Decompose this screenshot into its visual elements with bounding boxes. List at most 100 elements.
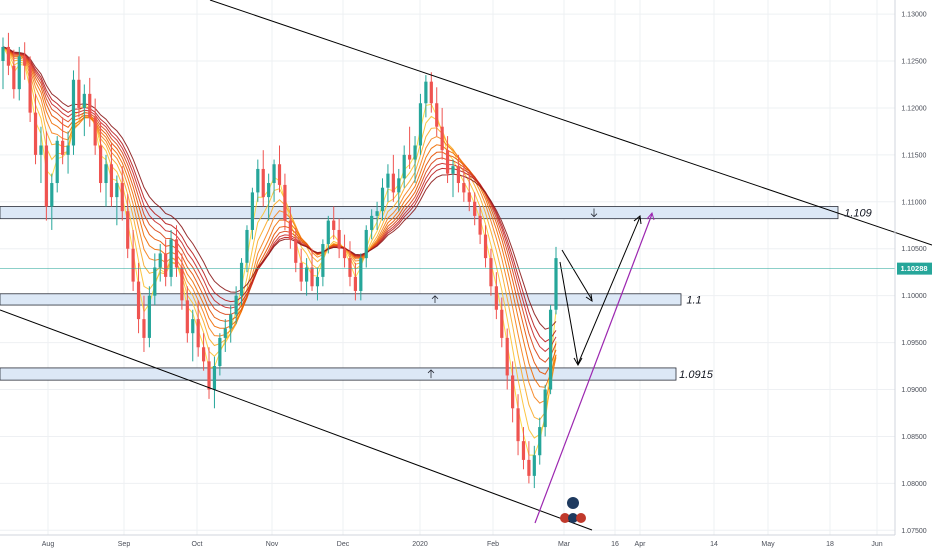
candle-body[interactable] xyxy=(158,253,162,268)
candle-body[interactable] xyxy=(261,168,265,198)
candle-body[interactable] xyxy=(429,81,433,104)
candle-body[interactable] xyxy=(364,229,368,259)
y-axis[interactable]: 1.13000 1.12500 1.12000 1.11500 1.11000 1.105… xyxy=(901,12,926,535)
candle-body[interactable] xyxy=(28,65,32,113)
candle-body[interactable] xyxy=(33,112,38,155)
candle-body[interactable] xyxy=(299,262,303,282)
candle-body[interactable] xyxy=(467,192,471,202)
candle-body[interactable] xyxy=(521,441,526,460)
candle-body[interactable] xyxy=(1,46,5,62)
candle-body[interactable] xyxy=(489,258,493,287)
candle-body[interactable] xyxy=(196,319,200,348)
event-flag-icon[interactable] xyxy=(567,497,579,509)
candle-body[interactable] xyxy=(131,248,135,282)
events-badge[interactable] xyxy=(560,497,586,523)
candle-body[interactable] xyxy=(342,248,347,259)
candle-body[interactable] xyxy=(201,347,206,362)
projection-line[interactable] xyxy=(534,213,653,524)
candle-body[interactable] xyxy=(93,117,97,146)
candle-body[interactable] xyxy=(424,81,428,104)
candle-body[interactable] xyxy=(256,168,260,193)
candle-body[interactable] xyxy=(294,239,298,263)
event-flag-icon[interactable] xyxy=(576,513,586,523)
candle-body[interactable] xyxy=(435,103,439,127)
candle-body[interactable] xyxy=(147,295,151,338)
candle-body[interactable] xyxy=(288,220,292,240)
candle-body[interactable] xyxy=(473,201,477,216)
candle-body[interactable] xyxy=(478,215,482,235)
candle-body[interactable] xyxy=(305,267,309,282)
candle-body[interactable] xyxy=(239,262,244,296)
candle-body[interactable] xyxy=(207,361,211,390)
candle-body[interactable] xyxy=(505,337,509,376)
candle-body[interactable] xyxy=(12,65,16,90)
candle-body[interactable] xyxy=(61,140,65,155)
candle-body[interactable] xyxy=(413,145,417,160)
candle-body[interactable] xyxy=(77,79,81,108)
candle-body[interactable] xyxy=(245,229,249,263)
candle-body[interactable] xyxy=(310,267,314,287)
candle-body[interactable] xyxy=(55,140,59,184)
candle-body[interactable] xyxy=(44,145,48,207)
price-zone[interactable] xyxy=(0,293,682,306)
candle-body[interactable] xyxy=(229,314,233,329)
candle-body[interactable] xyxy=(250,192,254,230)
candle-body[interactable] xyxy=(120,183,124,212)
candle-body[interactable] xyxy=(39,145,43,155)
candle-body[interactable] xyxy=(527,459,531,476)
candle-body[interactable] xyxy=(440,126,444,151)
candle-body[interactable] xyxy=(136,281,141,320)
candle-body[interactable] xyxy=(98,145,103,184)
candle-body[interactable] xyxy=(451,166,455,174)
candle-body[interactable] xyxy=(500,309,504,338)
candle-body[interactable] xyxy=(548,309,553,390)
candle-body[interactable] xyxy=(174,239,179,268)
candle-body[interactable] xyxy=(6,46,11,66)
lower-channel-line[interactable] xyxy=(0,309,593,531)
upper-channel-line[interactable] xyxy=(209,0,932,246)
candle-body[interactable] xyxy=(104,164,108,184)
candle-body[interactable] xyxy=(326,220,330,245)
event-flag-icon[interactable] xyxy=(560,513,570,523)
candle-body[interactable] xyxy=(109,164,114,198)
candle-body[interactable] xyxy=(218,337,222,367)
candle-body[interactable] xyxy=(283,184,287,221)
event-flag-icon[interactable] xyxy=(568,513,578,523)
candle-body[interactable] xyxy=(234,295,238,315)
candle-body[interactable] xyxy=(554,258,558,310)
candle-body[interactable] xyxy=(397,178,401,193)
candle-body[interactable] xyxy=(494,286,498,310)
candle-body[interactable] xyxy=(169,239,173,277)
path-forecast-short[interactable] xyxy=(561,249,593,301)
candle-body[interactable] xyxy=(332,220,336,230)
candle-body[interactable] xyxy=(180,267,184,301)
candle-body[interactable] xyxy=(380,187,385,212)
candle-body[interactable] xyxy=(408,154,412,160)
candle-body[interactable] xyxy=(126,211,130,249)
candle-body[interactable] xyxy=(445,150,450,174)
candle-body[interactable] xyxy=(23,56,27,66)
candle-body[interactable] xyxy=(456,166,461,184)
candle-body[interactable] xyxy=(418,103,423,146)
candle-body[interactable] xyxy=(348,258,352,277)
candle-body[interactable] xyxy=(66,145,70,155)
candle-body[interactable] xyxy=(386,173,390,188)
candle-body[interactable] xyxy=(272,164,276,184)
candle-body[interactable] xyxy=(370,215,374,230)
candle-body[interactable] xyxy=(375,211,379,216)
candle-body[interactable] xyxy=(88,93,92,118)
candle-body[interactable] xyxy=(223,328,227,338)
candle-body[interactable] xyxy=(71,79,76,146)
candle-body[interactable] xyxy=(185,300,189,334)
candle-body[interactable] xyxy=(543,389,547,428)
candle-body[interactable] xyxy=(359,258,363,291)
candle-body[interactable] xyxy=(191,319,195,334)
candle-body[interactable] xyxy=(17,56,21,90)
price-zone[interactable] xyxy=(0,367,677,381)
candle-body[interactable] xyxy=(391,173,395,193)
candle-body[interactable] xyxy=(462,183,466,193)
candle-body[interactable] xyxy=(353,276,358,291)
candle-body[interactable] xyxy=(337,229,341,249)
